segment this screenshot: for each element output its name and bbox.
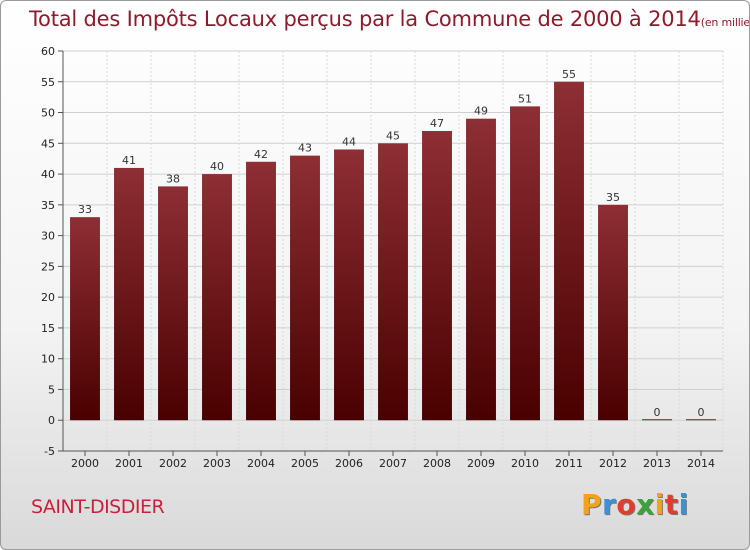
logo-letter: o [616,488,637,521]
bar [334,149,364,421]
x-tick-label: 2014 [687,457,715,470]
logo-letter: t [664,488,679,521]
y-tick-label: 5 [48,383,55,396]
bar-value-label: 0 [698,406,705,419]
y-tick-label: 10 [41,353,55,366]
bar [686,419,716,421]
y-tick-label: -5 [44,445,55,458]
chart-title-text: Total des Impôts Locaux perçus par la Co… [29,7,701,31]
logo-letter: i [654,488,665,521]
x-tick-label: 2013 [643,457,671,470]
bar [246,161,276,421]
y-tick-label: 0 [48,414,55,427]
logo-letter: x [636,488,655,521]
bar-value-label: 41 [122,154,136,167]
bar [158,186,188,421]
bar [422,131,452,421]
x-tick-label: 2000 [71,457,99,470]
y-tick-label: 40 [41,168,55,181]
bar-value-label: 0 [654,406,661,419]
bar [202,174,232,421]
y-tick-label: 15 [41,322,55,335]
x-tick-label: 2011 [555,457,583,470]
chart-unit: (en milliers d'€) [700,16,750,29]
bar [598,204,628,421]
x-tick-label: 2009 [467,457,495,470]
bar [290,155,320,421]
y-tick-label: 25 [41,260,55,273]
x-tick-label: 2008 [423,457,451,470]
bar-value-label: 35 [606,191,620,204]
bar-value-label: 44 [342,135,356,148]
bar [642,419,672,421]
bar-value-label: 38 [166,172,180,185]
y-tick-label: 45 [41,137,55,150]
x-tick-label: 2005 [291,457,319,470]
bar [378,143,408,421]
bar-value-label: 47 [430,117,444,130]
y-tick-label: 35 [41,199,55,212]
y-tick-label: 55 [41,76,55,89]
bar-value-label: 51 [518,92,532,105]
bar [70,217,100,421]
bar-value-label: 40 [210,160,224,173]
x-tick-label: 2012 [599,457,627,470]
bar-value-label: 33 [78,203,92,216]
x-tick-label: 2010 [511,457,539,470]
bar-value-label: 55 [562,68,576,81]
bar-value-label: 45 [386,129,400,142]
y-tick-label: 20 [41,291,55,304]
x-tick-label: 2001 [115,457,143,470]
logo-letter: i [678,488,689,521]
x-tick-label: 2004 [247,457,275,470]
x-tick-label: 2006 [335,457,363,470]
y-tick-label: 50 [41,107,55,120]
bar-value-label: 49 [474,105,488,118]
y-tick-label: 60 [41,45,55,58]
y-tick-label: 30 [41,230,55,243]
x-tick-label: 2002 [159,457,187,470]
proxiti-logo[interactable]: Proxiti [581,488,689,521]
bar-value-label: 43 [298,142,312,155]
chart-title: Total des Impôts Locaux perçus par la Co… [29,7,750,31]
logo-letter: r [602,488,617,521]
x-tick-label: 2007 [379,457,407,470]
bar-value-label: 42 [254,148,268,161]
bar [554,81,584,421]
bar [114,167,144,421]
bar [510,106,540,421]
bar [466,118,496,421]
x-tick-label: 2003 [203,457,231,470]
commune-name: SAINT-DISDIER [31,496,165,518]
logo-letter: P [581,488,603,521]
